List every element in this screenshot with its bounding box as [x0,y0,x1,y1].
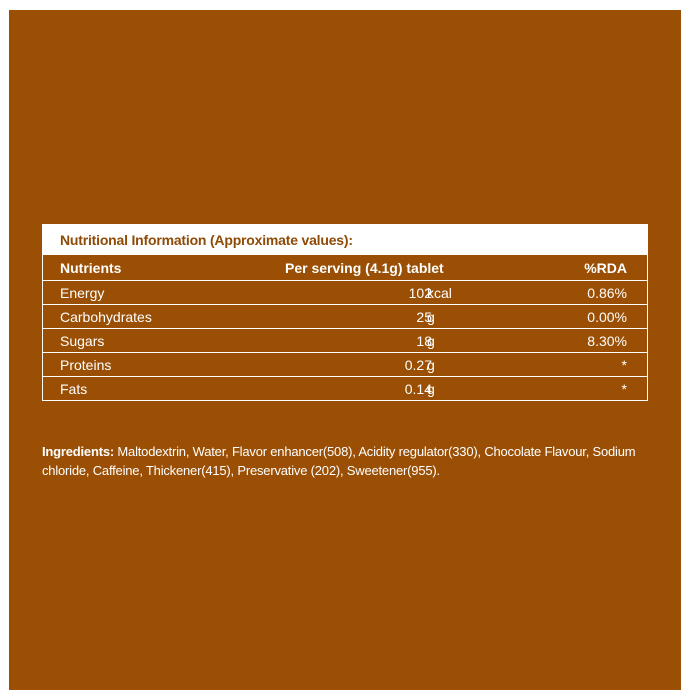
nutrition-table: Nutritional Information (Approximate val… [42,224,648,401]
nutrient-unit: g [427,356,435,373]
nutrient-rda: * [621,356,627,373]
header-serving: Per serving (4.1g) tablet [285,259,444,276]
header-nutrients: Nutrients [60,259,122,276]
ingredients-text: Ingredients: Maltodextrin, Water, Flavor… [42,442,662,480]
nutrient-rda: 0.00% [587,308,627,325]
nutrient-name: Carbohydrates [60,308,152,325]
nutrient-name: Energy [60,284,105,301]
nutrient-rda: * [621,380,627,397]
table-row-energy: Energy 102 kcal 0.86% [43,280,647,304]
nutrient-quantity: 0.27 [404,356,432,373]
ingredients-list: Maltodextrin, Water, Flavor enhancer(508… [42,444,636,478]
label-panel: Nutritional Information (Approximate val… [9,10,681,690]
nutrient-unit: kcal [427,284,452,301]
nutrient-unit: g [427,380,435,397]
nutrient-unit: g [427,332,435,349]
table-row-proteins: Proteins 0.27 g * [43,352,647,376]
table-row-carbohydrates: Carbohydrates 25 g 0.00% [43,304,647,328]
nutrient-name: Fats [60,380,88,397]
ingredients-label: Ingredients: [42,444,114,459]
nutrient-rda: 8.30% [587,332,627,349]
nutrition-table-title: Nutritional Information (Approximate val… [43,225,647,254]
header-rda: %RDA [584,259,627,276]
nutrient-name: Proteins [60,356,112,373]
nutrient-unit: g [427,308,435,325]
nutrition-table-header: Nutrients Per serving (4.1g) tablet %RDA [43,254,647,280]
table-row-fats: Fats 0.14 g * [43,376,647,400]
nutrient-name: Sugars [60,332,105,349]
nutrient-quantity: 18 [416,332,432,349]
nutrient-quantity: 0.14 [404,380,432,397]
nutrient-quantity: 102 [408,284,432,301]
nutrient-rda: 0.86% [587,284,627,301]
nutrient-quantity: 25 [416,308,432,325]
table-row-sugars: Sugars 18 g 8.30% [43,328,647,352]
